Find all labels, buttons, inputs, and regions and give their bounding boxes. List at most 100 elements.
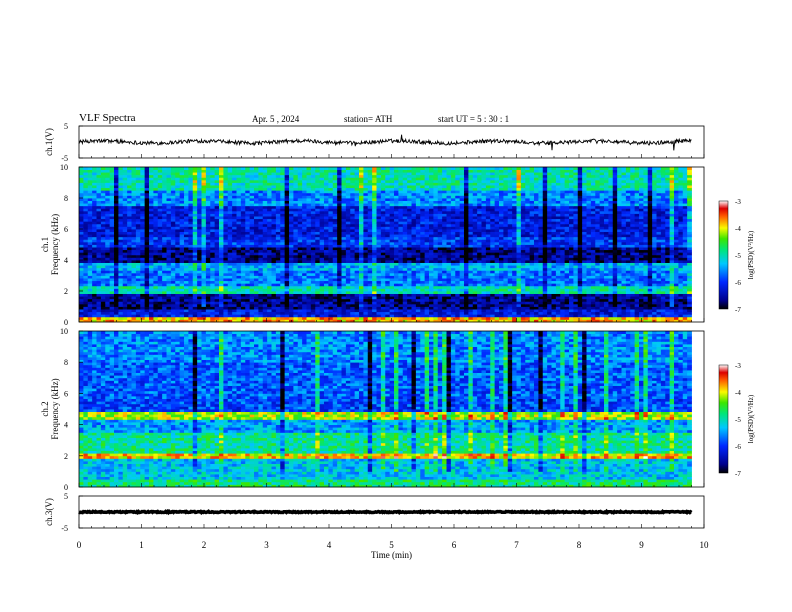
spectrogram-cell — [188, 254, 194, 258]
spectrogram-cell — [166, 311, 172, 315]
spectrogram-cell — [630, 270, 636, 274]
spectrogram-cell — [617, 254, 622, 258]
spectrogram-cell — [608, 316, 614, 320]
spectrogram-cell — [105, 262, 111, 266]
spectrogram-cell — [656, 278, 662, 282]
spectrogram-cell — [639, 265, 644, 269]
spectrogram-cell — [114, 293, 119, 297]
spectrogram-cell — [149, 229, 154, 232]
spectrogram-cell — [604, 309, 609, 313]
spectrogram-cell — [481, 303, 487, 307]
spectrogram-cell — [135, 234, 141, 238]
spectrogram-cell — [297, 265, 303, 269]
spectrogram-cell — [490, 293, 496, 297]
spectrogram-cell — [485, 316, 491, 320]
spectrogram-cell — [656, 296, 662, 300]
spectrogram-cell — [634, 270, 640, 274]
spectrogram-cell — [647, 288, 653, 292]
spectrogram-cell — [131, 303, 137, 307]
spectrogram-cell — [149, 309, 154, 313]
spectrogram-cell — [188, 280, 194, 284]
spectrogram-cell — [415, 244, 421, 248]
spectrogram-cell — [376, 231, 382, 235]
spectrogram-cell — [289, 231, 294, 235]
spectrogram-cell — [227, 311, 233, 315]
spectrogram-cell — [621, 270, 627, 274]
spectrogram-cell — [127, 306, 132, 310]
spectrogram-cell — [328, 241, 334, 245]
spectrogram-cell — [114, 234, 119, 238]
spectrogram-cell — [83, 241, 89, 245]
spectrogram-cell — [573, 319, 579, 323]
spectrogram-cell — [687, 298, 692, 302]
spectrogram-cell — [529, 275, 535, 279]
spectrogram-cell — [162, 283, 167, 287]
spectrogram-cell — [92, 252, 97, 256]
spectrogram-cell — [547, 316, 552, 320]
spectrogram-cell — [367, 234, 373, 238]
spectrogram-cell — [582, 303, 587, 307]
spectrogram-cell — [555, 293, 561, 297]
spectrogram-cell — [188, 309, 194, 313]
spectrogram-cell — [437, 319, 443, 323]
spectrogram-cell — [682, 254, 688, 258]
spectrogram-cell — [442, 236, 447, 240]
spectrogram-cell — [573, 280, 579, 284]
spectrogram-cell — [376, 316, 382, 320]
spectrogram-cell — [157, 234, 163, 238]
spectrogram-cell — [621, 244, 627, 248]
spectrogram-cell — [477, 298, 482, 302]
spectrogram-cell — [512, 303, 517, 307]
spectrogram-cell — [464, 241, 469, 245]
spectrogram-cell — [179, 262, 185, 266]
spectrogram-cell — [512, 244, 517, 248]
spectrogram-cell — [599, 270, 605, 274]
spectrogram-cell — [310, 288, 316, 292]
spectrogram-cell — [389, 229, 395, 232]
spectrogram-cell — [258, 319, 264, 323]
spectrogram-cell — [555, 249, 561, 253]
spectrogram-cell — [289, 309, 294, 313]
spectrogram-cell — [363, 275, 369, 279]
spectrogram-cell — [665, 291, 671, 294]
spectrogram-cell — [612, 244, 618, 248]
spectrogram-cell — [254, 267, 259, 271]
spectrogram-cell — [127, 278, 132, 282]
spectrogram-cell — [131, 247, 137, 251]
spectrogram-cell — [494, 236, 500, 240]
spectrogram-cell — [507, 293, 513, 297]
spectrogram-cell — [219, 296, 224, 300]
spectrogram-cell — [345, 262, 351, 266]
spectrogram-cell — [328, 257, 334, 261]
spectrogram-cell — [634, 231, 640, 235]
spectrogram-cell — [420, 262, 426, 266]
spectrogram-cell — [516, 260, 522, 263]
spectrogram-cell — [201, 262, 207, 266]
spectrogram-cell — [385, 254, 391, 258]
spectrogram-cell — [577, 236, 583, 240]
spectrogram-cell — [577, 309, 583, 313]
spectrogram-cell — [424, 265, 430, 269]
spectrogram-cell — [302, 262, 307, 266]
spectrogram-cell — [79, 314, 84, 318]
spectrogram-cell — [555, 311, 561, 315]
spectrogram-cell — [433, 275, 439, 279]
spectrogram-cell — [223, 301, 229, 305]
spectrogram-cell — [166, 265, 172, 269]
spectrogram-cell — [341, 298, 347, 302]
spectrogram-cell — [227, 303, 233, 307]
spectrogram-cell — [437, 254, 443, 258]
spectrogram-cell — [617, 239, 622, 243]
spectrogram-cell — [166, 262, 172, 266]
spectrogram-cell — [376, 301, 382, 305]
spectrogram-cell — [310, 254, 316, 258]
spectrogram-cell — [569, 316, 574, 320]
spectrogram-cell — [293, 275, 299, 279]
spectrogram-cell — [687, 241, 692, 245]
spectrogram-cell — [485, 293, 491, 297]
spectrogram-cell — [621, 311, 627, 315]
spectrogram-cell — [534, 254, 539, 258]
spectrogram-cell — [481, 283, 487, 287]
spectrogram-cell — [284, 254, 290, 258]
spectrogram-cell — [468, 293, 474, 297]
